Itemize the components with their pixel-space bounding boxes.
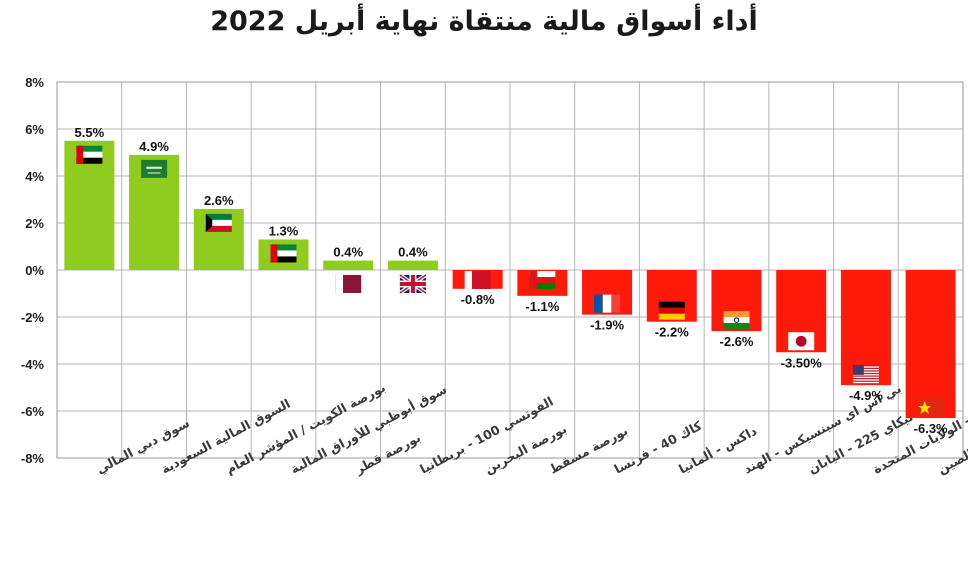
bar-value-label: -2.2%	[655, 325, 689, 340]
bar-value-label: -6.3%	[914, 421, 948, 436]
oman-flag-icon	[529, 271, 556, 289]
bahrain-flag-icon	[464, 271, 491, 289]
bar-value-label: 1.3%	[269, 223, 299, 238]
china-flag-icon	[917, 398, 944, 417]
bar-value-label: -2.6%	[720, 334, 754, 349]
kuwait-flag-icon	[205, 213, 232, 232]
bar-value-label: 5.5%	[75, 125, 105, 140]
y-tick-label: 4%	[25, 169, 44, 184]
usa-flag-icon	[852, 365, 879, 384]
bar-value-label: -3.50%	[781, 355, 823, 370]
uk-flag-icon	[398, 273, 428, 295]
y-tick-label: 6%	[25, 122, 44, 137]
y-tick-label: -2%	[21, 310, 45, 325]
bar-value-label: 4.9%	[139, 139, 169, 154]
chart-title: أداء أسواق مالية منتقاة نهاية أبريل 2022	[210, 6, 758, 37]
y-tick-label: 0%	[25, 263, 44, 278]
y-tick-label: 8%	[25, 75, 44, 90]
germany-flag-icon	[658, 301, 685, 320]
uae-flag-icon	[76, 145, 103, 164]
y-tick-label: -6%	[21, 404, 45, 419]
india-flag-icon	[723, 311, 750, 330]
bar-value-label: -0.8%	[461, 292, 495, 307]
bar[interactable]	[323, 260, 374, 270]
bar-value-label: -4.9%	[849, 388, 883, 403]
uae-flag-icon	[270, 244, 297, 263]
bar-value-label: 0.4%	[333, 245, 363, 260]
japan-flag-icon	[788, 332, 815, 351]
qatar-flag-icon	[335, 275, 362, 293]
y-tick-label: -8%	[21, 451, 45, 466]
plot-frame	[56, 81, 964, 459]
bar-value-label: 0.4%	[398, 245, 428, 260]
bar-value-label: 2.6%	[204, 193, 234, 208]
y-tick-label: 2%	[25, 216, 44, 231]
x-category-label: نيكاي 225 - اليابان	[806, 409, 916, 477]
bar[interactable]	[905, 270, 956, 419]
y-tick-label: -4%	[21, 357, 45, 372]
bar-value-label: -1.1%	[525, 299, 559, 314]
france-flag-icon	[594, 294, 621, 313]
bar[interactable]	[387, 260, 438, 270]
bar-value-label: -1.9%	[590, 318, 624, 333]
saudi-flag-icon	[141, 159, 168, 178]
